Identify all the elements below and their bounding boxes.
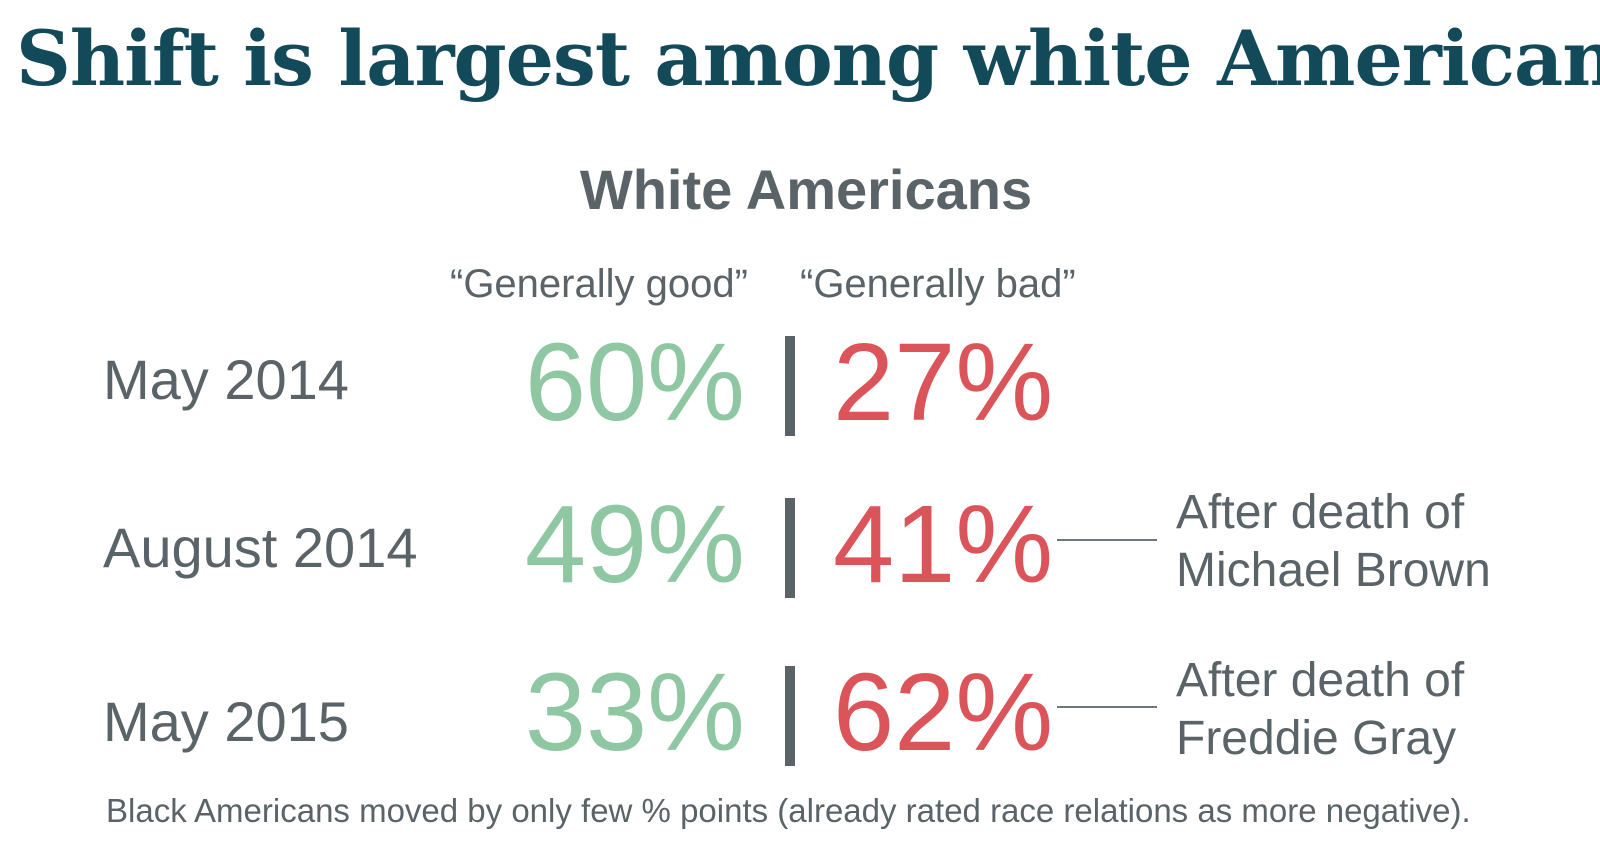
value-bad-may-2014: 27% — [833, 321, 1054, 444]
chart-subtitle: White Americans — [579, 158, 1033, 221]
row-label-august-2014: August 2014 — [103, 516, 418, 579]
value-good-august-2014: 49% — [524, 483, 745, 606]
divider — [785, 336, 795, 436]
divider — [785, 498, 795, 598]
annotation-line-1: After death of — [1176, 654, 1465, 707]
value-good-may-2014: 60% — [524, 321, 745, 444]
annotation-freddie-gray: After death of Freddie Gray — [1176, 652, 1464, 768]
page-title: Shift is largest among white Americans — [16, 14, 1600, 103]
value-bad-may-2015: 62% — [833, 651, 1054, 774]
value-good-may-2015: 33% — [524, 651, 745, 774]
footnote: Black Americans moved by only few % poin… — [106, 792, 1471, 829]
annotation-line-2: Michael Brown — [1176, 544, 1491, 597]
annotation-line-2: Freddie Gray — [1176, 712, 1457, 765]
annotation-michael-brown: After death of Michael Brown — [1176, 484, 1491, 600]
column-header-bad: “Generally bad” — [800, 262, 1076, 306]
divider — [785, 666, 795, 766]
column-header-good: “Generally good” — [450, 262, 748, 306]
value-bad-august-2014: 41% — [833, 483, 1054, 606]
annotation-leader-line — [1057, 539, 1157, 541]
annotation-leader-line — [1057, 706, 1157, 708]
annotation-line-1: After death of — [1176, 486, 1465, 539]
row-label-may-2014: May 2014 — [103, 348, 349, 411]
row-label-may-2015: May 2015 — [103, 690, 349, 753]
